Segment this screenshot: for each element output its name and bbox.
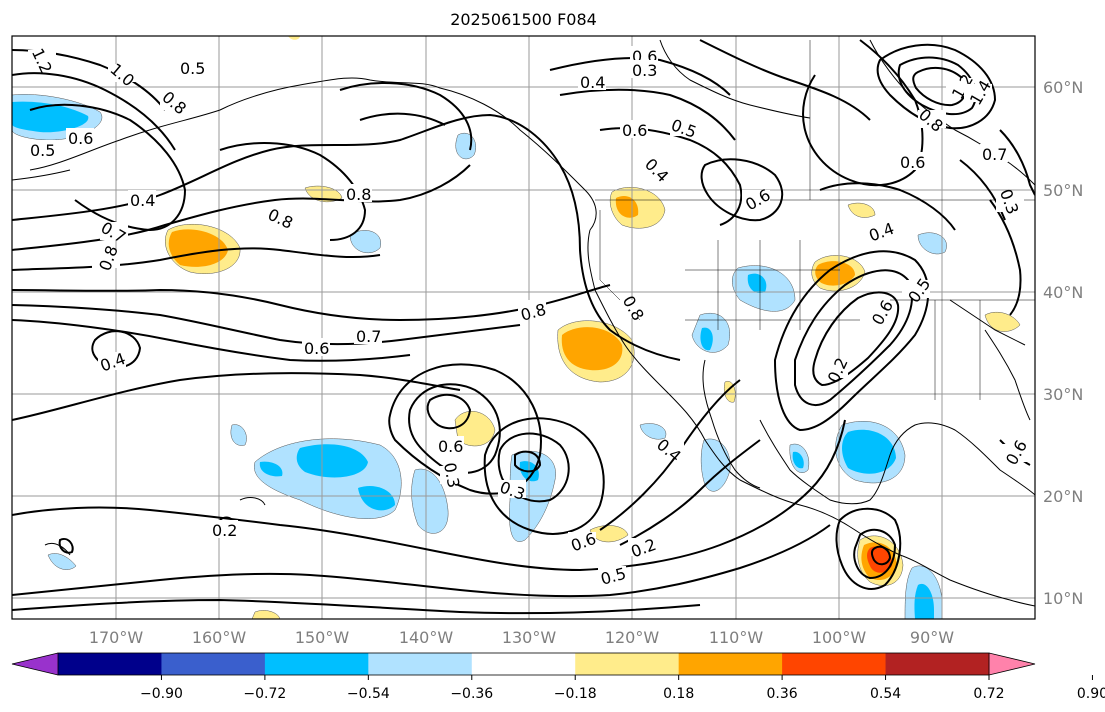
map-title: 2025061500 F084 — [450, 10, 597, 29]
contour-label: 0.6 — [438, 437, 463, 456]
colorbar-tick-label: −0.36 — [450, 686, 493, 702]
colorbar-cell — [471, 653, 576, 675]
colorbar-frame — [57, 652, 990, 676]
contour-label: 0.3 — [440, 461, 463, 489]
contour-label: 0.8 — [346, 185, 371, 204]
colorbar-tick-label: 0.18 — [663, 686, 694, 702]
lat-tick-label: 20°N — [1043, 487, 1083, 506]
lat-tick-label: 30°N — [1043, 385, 1083, 404]
colorbar-extend-low — [12, 653, 58, 675]
contour-label: 0.5 — [180, 59, 205, 78]
colorbar-tick-label: −0.72 — [243, 686, 286, 702]
colorbar-tick-label: −0.18 — [554, 686, 597, 702]
colorbar-cell — [58, 653, 162, 675]
lat-tick-labels: 60°N 50°N 40°N 30°N 20°N 10°N — [1043, 78, 1083, 608]
colorbar-cell — [264, 653, 369, 675]
contour-label: 0.6 — [622, 121, 647, 140]
contour-label: 0.7 — [982, 145, 1007, 164]
shaded-anomalies — [12, 36, 1021, 619]
contour-label: 0.6 — [304, 339, 329, 358]
colorbar-cell — [885, 653, 990, 675]
colorbar-tick-label: 0.54 — [870, 686, 901, 702]
colorbar-tick-label: −0.54 — [347, 686, 390, 702]
lat-tick-label: 10°N — [1043, 589, 1083, 608]
colorbar-cell — [368, 653, 473, 675]
lon-tick-label: 160°W — [192, 628, 247, 647]
lon-tick-labels: 170°W 160°W 150°W 140°W 130°W 120°W 110°… — [89, 628, 954, 647]
colorbar-tick-label: −0.90 — [140, 686, 183, 702]
contour-label: 0.7 — [356, 327, 381, 346]
lon-tick-label: 100°W — [812, 628, 867, 647]
colorbar-tick-label: 0.72 — [973, 686, 1004, 702]
lat-tick-label: 50°N — [1043, 181, 1083, 200]
contour-label: 0.6 — [68, 129, 93, 148]
lat-tick-label: 60°N — [1043, 78, 1083, 97]
contour-label: 0.2 — [212, 521, 237, 540]
contour-label: 0.3 — [632, 61, 657, 80]
lon-tick-label: 110°W — [709, 628, 764, 647]
lon-tick-label: 140°W — [399, 628, 454, 647]
contour-label: 0.4 — [580, 73, 605, 92]
contour-label: 0.6 — [900, 153, 925, 172]
lon-tick-label: 130°W — [502, 628, 557, 647]
colorbar-cell — [575, 653, 680, 675]
lon-tick-label: 120°W — [605, 628, 660, 647]
colorbar-extend-high — [989, 653, 1035, 675]
colorbar-tick-label: 0.90 — [1077, 686, 1105, 702]
colorbar-tick-label: 0.36 — [767, 686, 798, 702]
colorbar: −0.90 −0.72 −0.54 −0.36 −0.18 0.18 0.36 0.54 0.7… — [11, 652, 1105, 702]
lon-tick-label: 150°W — [295, 628, 350, 647]
contour-label: 0.4 — [130, 191, 155, 210]
lon-tick-label: 170°W — [89, 628, 144, 647]
lat-tick-label: 40°N — [1043, 283, 1083, 302]
contour-label-group: 1.2 1.0 0.8 0.5 0.6 0.5 0.4 0.8 0.7 0.8 … — [28, 45, 1031, 588]
map-border — [11, 35, 1036, 620]
colorbar-cell — [678, 653, 783, 675]
colorbar-cell — [161, 653, 266, 675]
colorbar-cell — [782, 653, 887, 675]
lon-tick-label: 90°W — [910, 628, 954, 647]
contour-label: 0.5 — [30, 141, 55, 160]
